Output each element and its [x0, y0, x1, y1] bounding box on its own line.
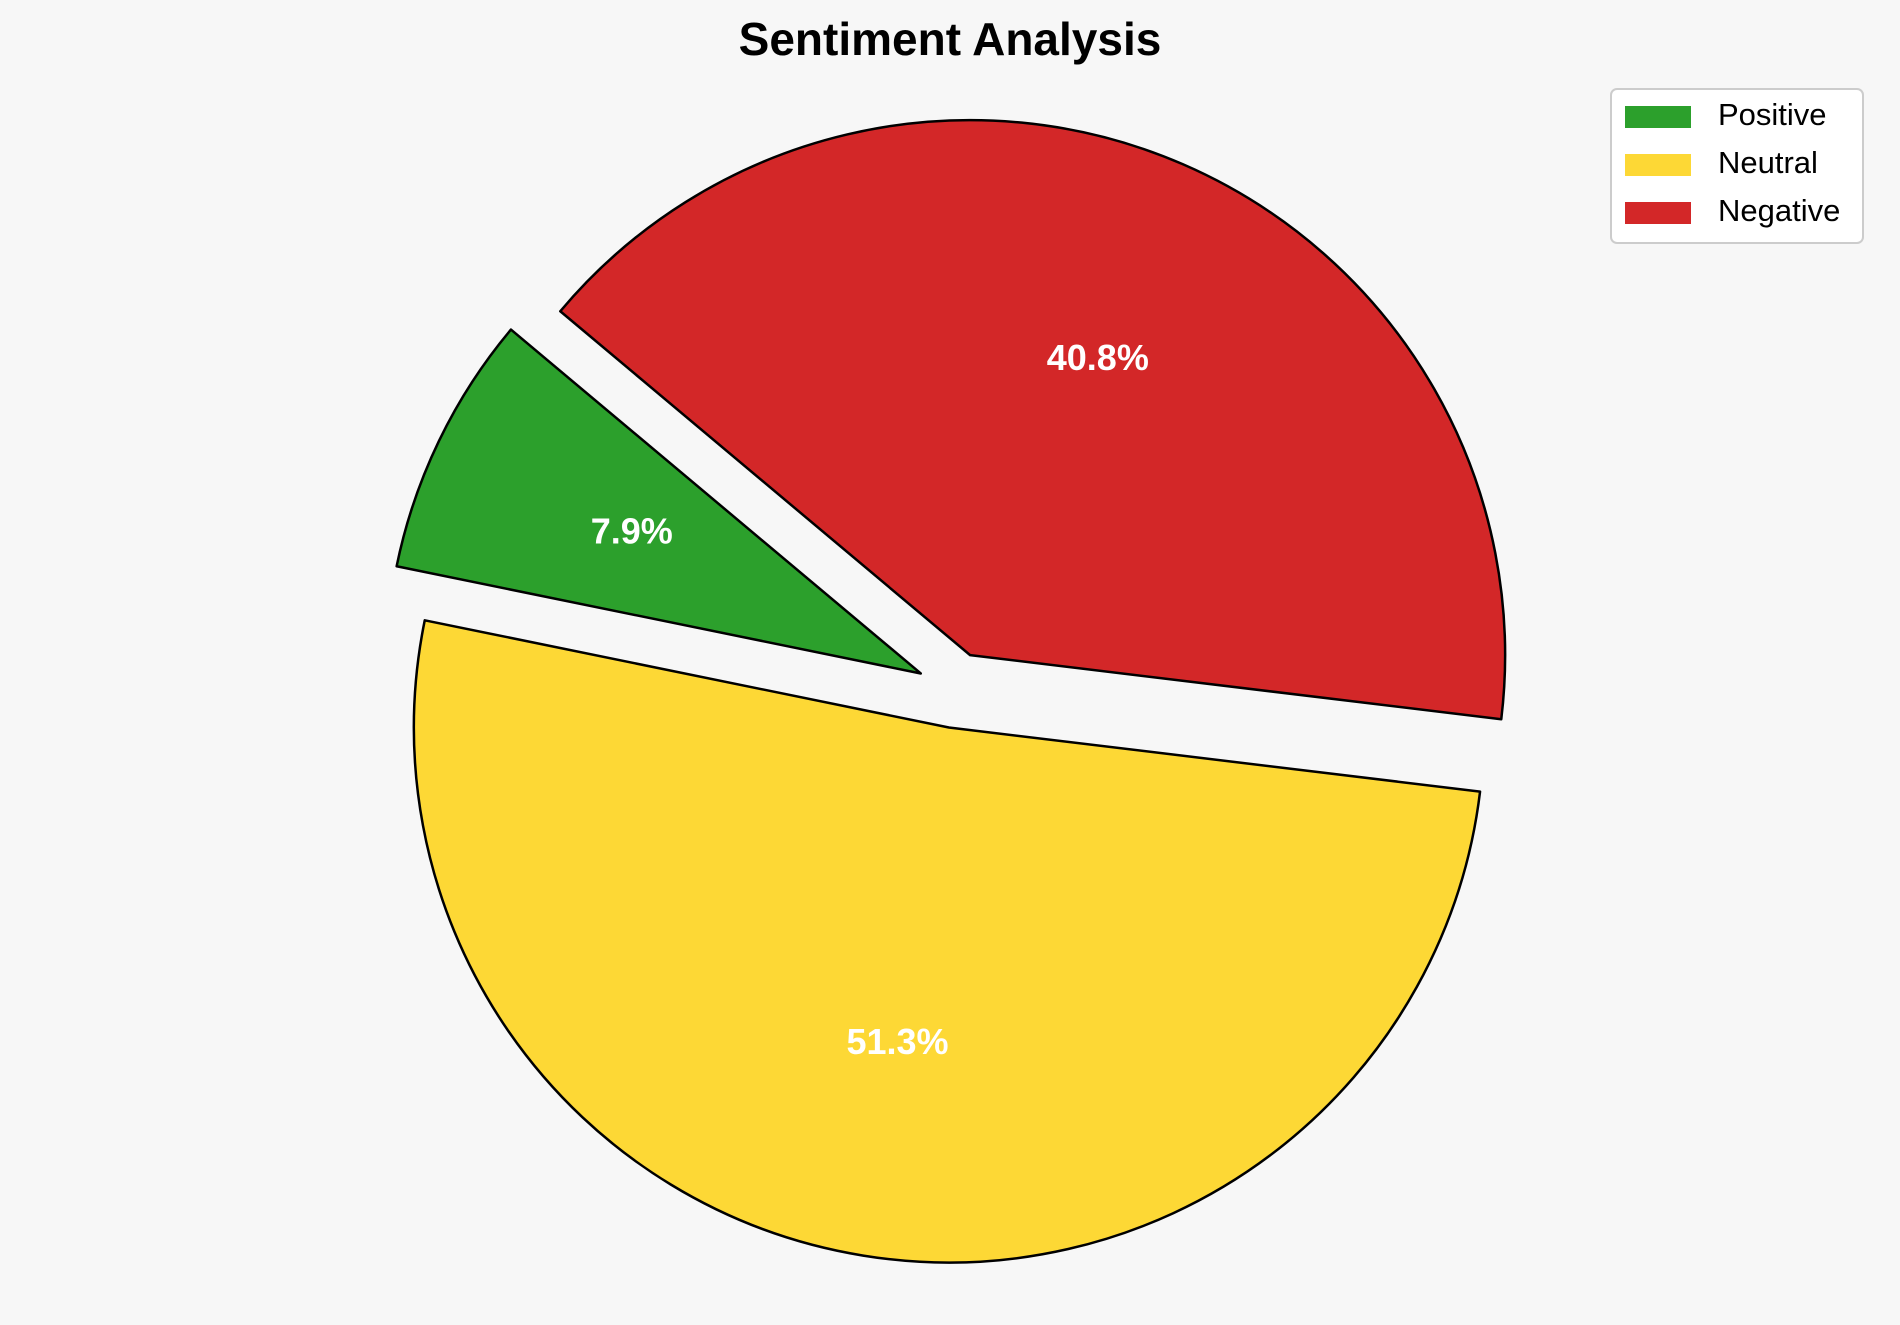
pct-label-negative: 40.8% — [1047, 337, 1149, 378]
legend-label-neutral: Neutral — [1718, 145, 1818, 180]
pct-label-positive: 7.9% — [591, 510, 673, 551]
slice-neutral — [412, 619, 1482, 1264]
legend-swatch-negative — [1625, 202, 1691, 224]
legend: Positive Neutral Negative — [1610, 88, 1864, 244]
chart-title: Sentiment Analysis — [739, 13, 1162, 65]
legend-swatch-neutral — [1625, 154, 1691, 176]
percentage-labels: 7.9% 51.3% 40.8% — [591, 337, 1149, 1062]
pct-label-neutral: 51.3% — [846, 1021, 948, 1062]
legend-label-negative: Negative — [1718, 193, 1840, 228]
legend-swatch-positive — [1625, 106, 1691, 128]
slice-positive — [395, 328, 923, 675]
legend-label-positive: Positive — [1718, 97, 1827, 132]
slice-negative — [559, 118, 1507, 721]
pie-slices — [395, 118, 1507, 1264]
